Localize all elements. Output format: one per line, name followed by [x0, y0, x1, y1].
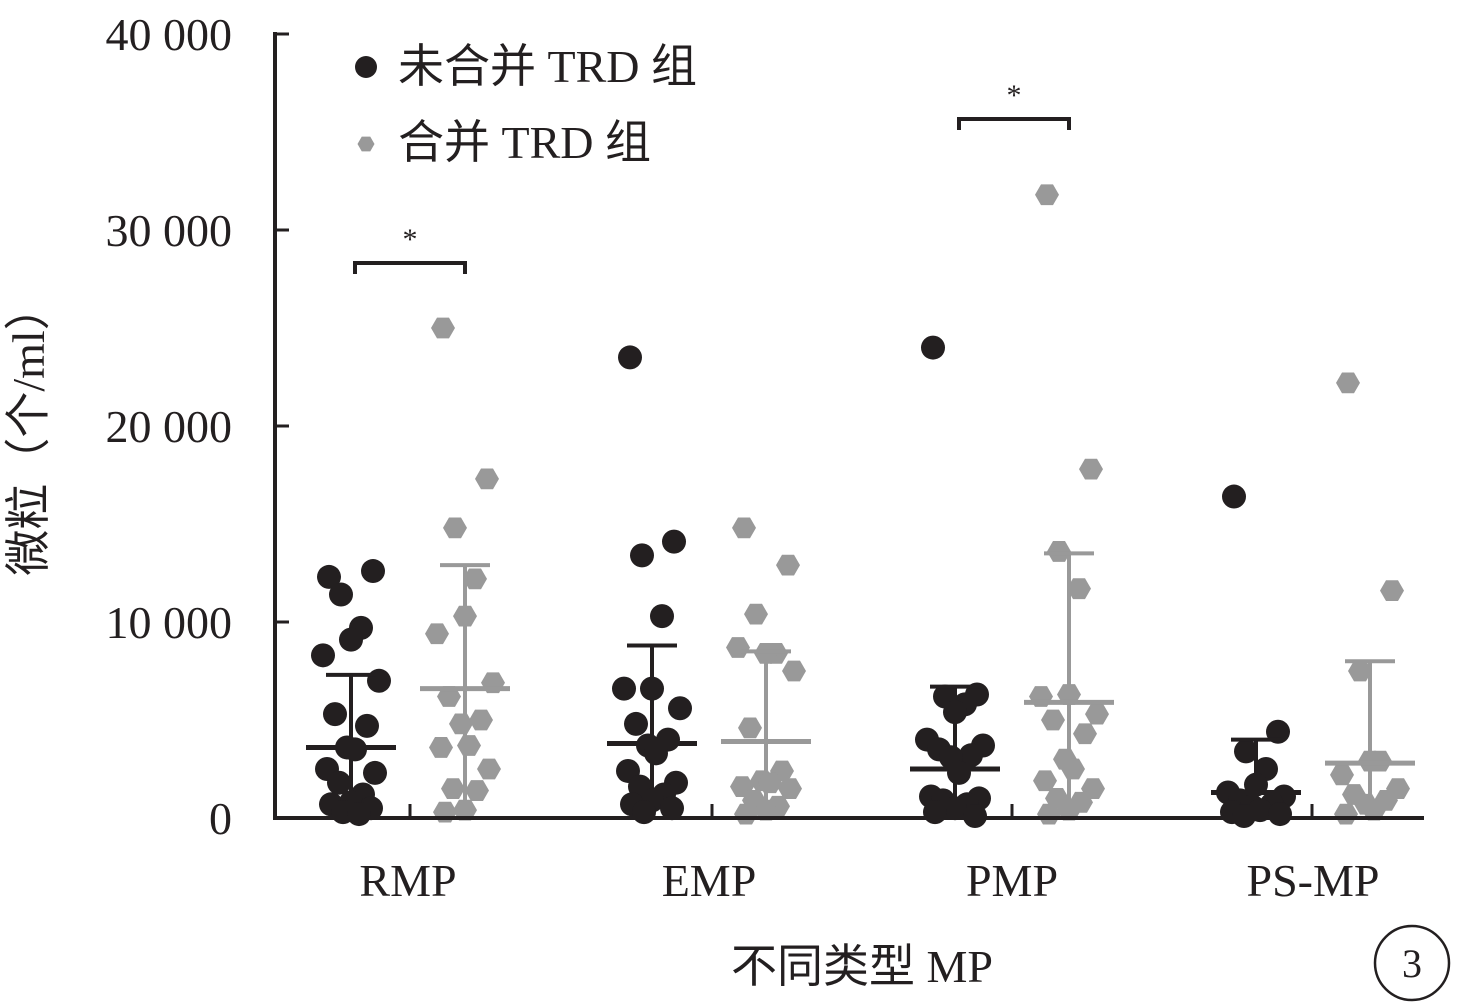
- legend: 未合并 TRD 组 合并 TRD 组: [355, 41, 697, 168]
- data-point-series-1: [923, 800, 947, 825]
- data-point-series-1: [662, 529, 686, 554]
- data-point-series-2: [776, 554, 800, 576]
- data-point-series-2: [1085, 703, 1109, 725]
- error-bars-layer: [306, 551, 1415, 818]
- data-point-series-1: [959, 743, 983, 768]
- data-point-series-1: [630, 543, 654, 568]
- data-point-series-1: [947, 760, 971, 785]
- data-point-series-1: [367, 668, 391, 693]
- data-point-series-2: [431, 317, 455, 339]
- data-point-series-1: [329, 582, 353, 607]
- x-tick-label: PS-MP: [1247, 855, 1380, 906]
- data-point-series-1: [1222, 484, 1246, 509]
- significance-layer: **: [353, 79, 1071, 274]
- data-point-series-1: [1268, 802, 1292, 827]
- significance-bracket: [353, 261, 467, 274]
- data-point-series-2: [1035, 184, 1059, 206]
- data-point-series-1: [355, 713, 379, 738]
- data-point-series-1: [650, 604, 674, 629]
- y-tick-label: 30 000: [106, 205, 233, 256]
- x-tick-label: PMP: [966, 855, 1058, 906]
- data-point-series-2: [425, 623, 449, 645]
- data-point-series-2: [1380, 580, 1404, 602]
- data-point-series-2: [449, 713, 473, 735]
- panel-number-badge: 3: [1373, 924, 1451, 1002]
- data-point-series-2: [726, 637, 750, 658]
- data-point-series-1: [361, 559, 385, 584]
- data-point-series-1: [323, 702, 347, 727]
- data-point-series-2: [1067, 578, 1091, 600]
- data-point-series-2: [469, 709, 493, 731]
- panel-number: 3: [1402, 941, 1422, 986]
- y-tick-label: 0: [209, 793, 232, 844]
- data-point-series-2: [437, 686, 461, 707]
- data-point-series-1: [327, 770, 351, 795]
- y-tick-label: 10 000: [106, 597, 233, 648]
- data-point-series-1: [1234, 739, 1258, 764]
- data-point-series-2: [1073, 723, 1097, 745]
- legend-marker-hexagon: [357, 136, 375, 152]
- data-point-series-2: [1041, 709, 1065, 731]
- data-point-series-1: [311, 643, 335, 668]
- data-point-series-1: [921, 335, 945, 360]
- data-point-series-1: [624, 711, 648, 736]
- data-point-series-2: [463, 568, 487, 590]
- significance-label: *: [1007, 79, 1022, 112]
- data-point-series-2: [1079, 458, 1103, 480]
- data-point-series-2: [477, 758, 501, 780]
- x-axis-title: 不同类型 MP: [731, 941, 993, 992]
- x-tick-label: EMP: [662, 855, 757, 906]
- y-axis-title: 微粒（个/ml）: [3, 284, 54, 575]
- data-point-series-2: [1033, 770, 1057, 792]
- data-point-series-2: [443, 517, 467, 539]
- x-tick-label: RMP: [359, 855, 456, 906]
- data-point-series-2: [744, 603, 768, 625]
- x-ticks-layer: RMP EMP PMP PS-MP: [359, 804, 1379, 906]
- data-point-series-2: [738, 717, 762, 739]
- panel-number-circle: [1373, 924, 1451, 1002]
- significance-label: *: [403, 223, 418, 256]
- data-point-series-1: [612, 676, 636, 701]
- data-point-series-1: [317, 564, 341, 589]
- data-point-series-2: [1336, 372, 1360, 394]
- legend-label-series-1: 未合并 TRD 组: [398, 41, 697, 92]
- data-point-series-2: [782, 660, 806, 682]
- data-point-series-2: [475, 468, 499, 490]
- data-point-series-1: [660, 796, 684, 821]
- data-point-series-2: [732, 517, 756, 539]
- data-point-series-1: [618, 345, 642, 370]
- legend-label-series-2: 合并 TRD 组: [398, 117, 651, 168]
- data-point-series-1: [668, 696, 692, 721]
- significance-bracket: [957, 117, 1071, 130]
- data-point-series-2: [429, 737, 453, 758]
- data-point-series-2: [1348, 660, 1372, 682]
- data-point-series-2: [1334, 803, 1358, 825]
- legend-marker-circle: [355, 56, 377, 78]
- data-point-series-2: [441, 778, 465, 799]
- data-point-series-1: [339, 627, 363, 652]
- y-ticks-layer: 0 10 000 20 000 30 000 40 000: [106, 9, 289, 844]
- data-point-series-1: [363, 760, 387, 785]
- data-point-series-2: [1330, 764, 1354, 786]
- data-points-layer: [311, 184, 1410, 829]
- y-tick-label: 20 000: [106, 401, 233, 452]
- data-point-series-2: [465, 780, 489, 801]
- y-tick-label: 40 000: [106, 9, 233, 60]
- data-point-series-2: [778, 778, 802, 799]
- data-point-series-2: [457, 735, 481, 756]
